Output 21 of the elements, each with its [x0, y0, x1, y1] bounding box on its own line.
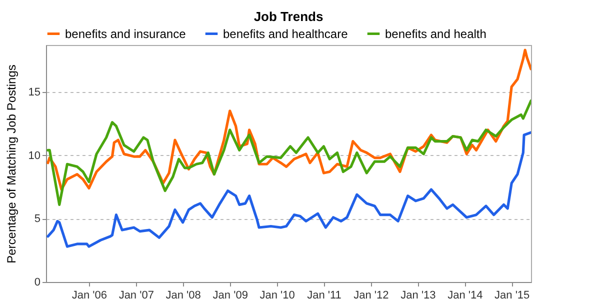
x-tick-label: Jan '13	[400, 290, 436, 302]
y-tick-label: 5	[34, 213, 40, 226]
legend-label: benefits and insurance	[65, 26, 186, 41]
legend-label: benefits and health	[385, 26, 486, 41]
x-tick-label: Jan '08	[166, 290, 201, 302]
line-series	[46, 99, 531, 206]
x-tick-label: Jan '14	[448, 290, 483, 302]
y-tick-label: 10	[28, 150, 40, 162]
y-axis-title: Percentage of Matching Job Postings	[4, 64, 18, 264]
line-series	[46, 131, 531, 248]
x-tick-label: Jan '11	[307, 290, 342, 302]
legend-label: benefits and healthcare	[223, 26, 348, 41]
x-tick-label: Jan '10	[260, 290, 295, 302]
x-tick-label: Jan '12	[354, 290, 389, 302]
x-tick-label: Jan '09	[212, 290, 248, 302]
x-tick-label: Jan '15	[494, 290, 530, 302]
x-tick-label: Jan '07	[118, 290, 154, 302]
y-tick-label: 0	[34, 276, 40, 288]
chart-title: Job Trends	[254, 9, 324, 24]
y-tick-label: 15	[28, 86, 40, 98]
x-tick-label: Jan '06	[72, 290, 108, 302]
